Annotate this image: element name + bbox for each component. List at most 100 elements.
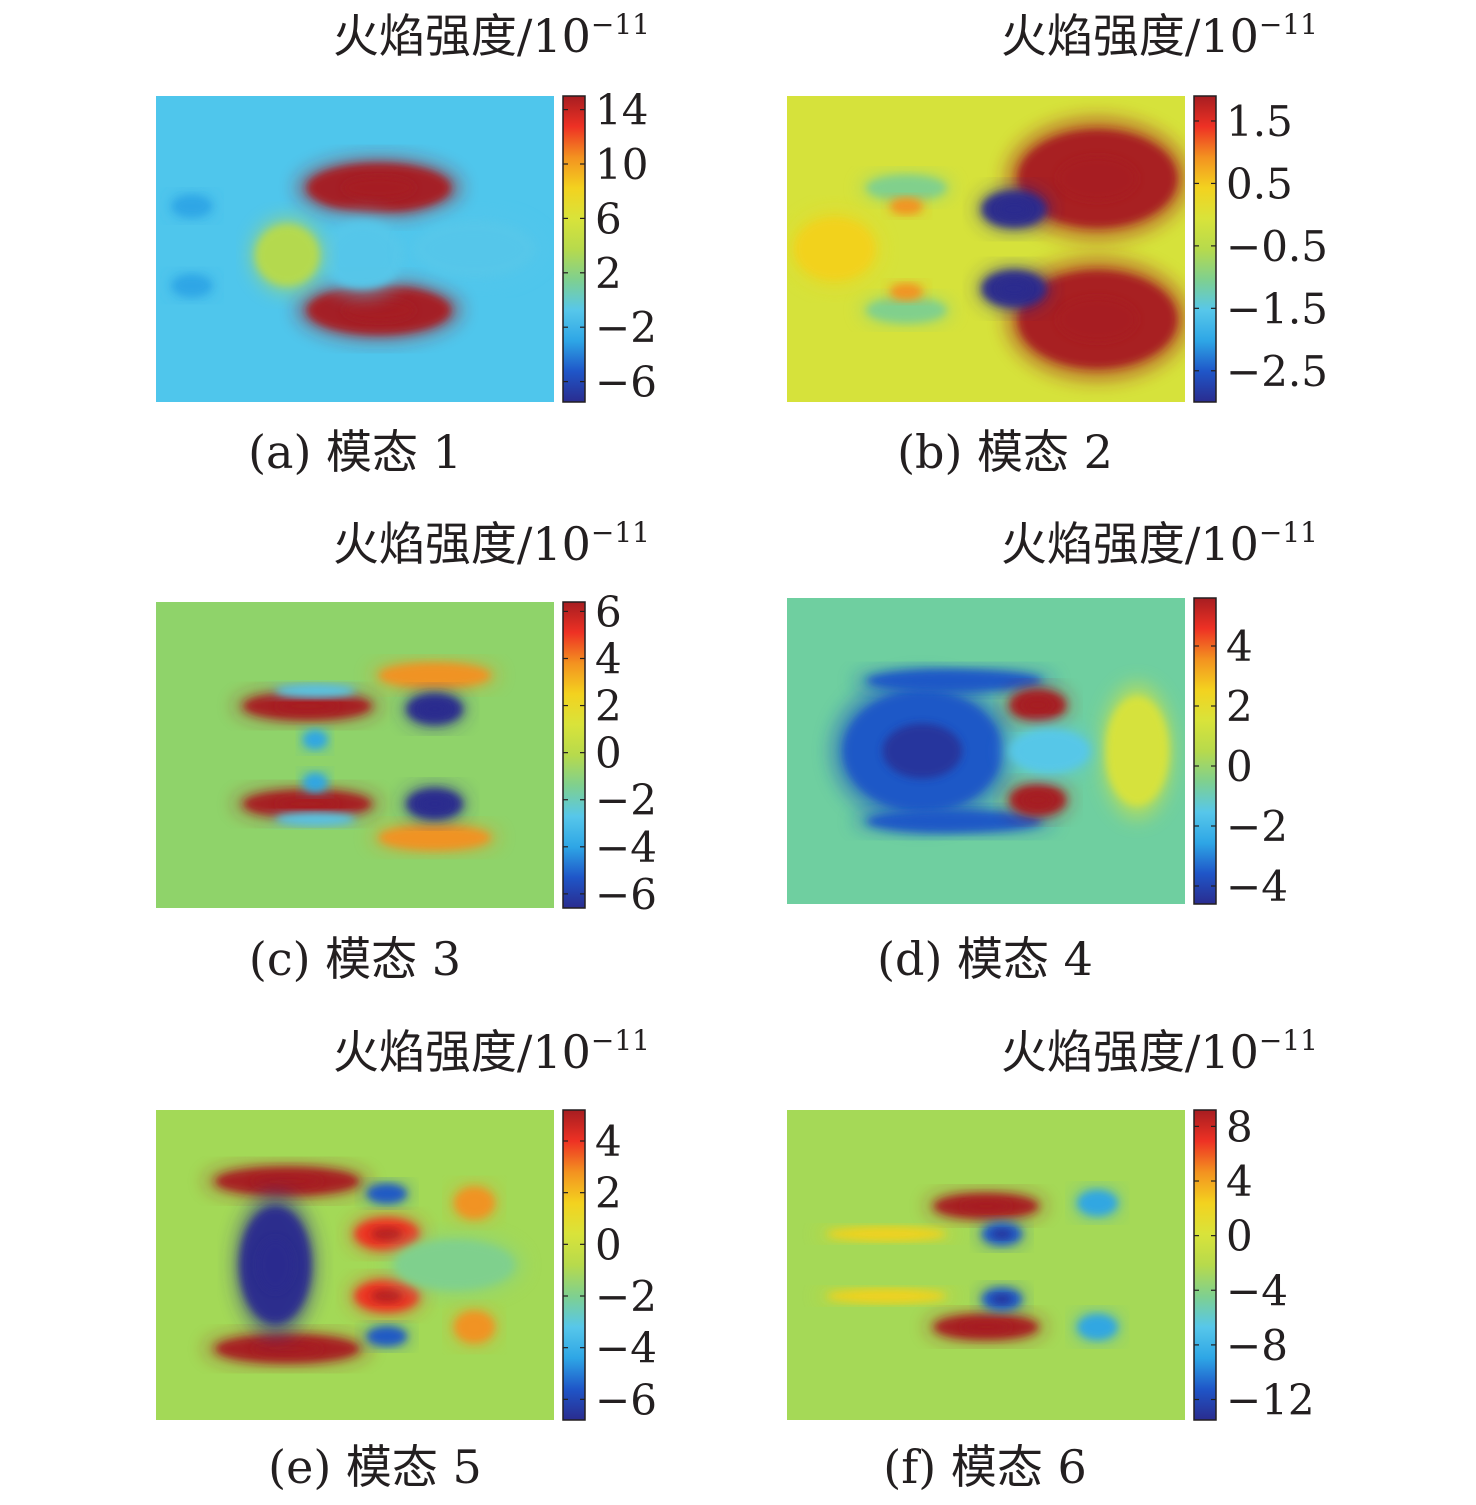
heatmap-blob	[171, 275, 212, 297]
colorbar-tick-label: 0	[1226, 1212, 1253, 1261]
heatmap-blob	[171, 195, 212, 217]
colorbar-tick-label: 14	[595, 86, 648, 135]
heatmap-blob	[794, 218, 875, 280]
heatmap-blob-core	[1023, 698, 1052, 712]
colorbar-title: 火焰强度/10−11	[1001, 1024, 1318, 1079]
heatmap-1	[156, 96, 554, 402]
colorbar-tick-label: −4	[1226, 1266, 1288, 1315]
panel-1: 14 10 6 2 −2 −6 火焰强度/10−11 (a) 模态 1	[156, 8, 657, 479]
heatmap-blob-core	[991, 1229, 1012, 1239]
colorbar-title-exponent: −11	[591, 8, 650, 41]
panel-caption: (a) 模态 1	[248, 425, 462, 479]
panel-5: 420−2−4−6 火焰强度/10−11 (e) 模态 5	[156, 1024, 657, 1494]
colorbar-tick-label: 0	[595, 729, 622, 778]
colorbar-4	[1193, 597, 1217, 905]
heatmap-blob-core	[420, 797, 449, 811]
heatmap-blob	[378, 825, 491, 850]
heatmap-blob-core	[997, 280, 1030, 298]
heatmap-blob	[378, 663, 491, 688]
heatmap-blob	[890, 198, 923, 214]
colorbar-title-exponent: −11	[1259, 1024, 1318, 1057]
colorbar-tick-label: 4	[1226, 1157, 1253, 1206]
colorbar-tick-label: −4	[1226, 862, 1288, 911]
heatmap-blob-core	[370, 1227, 403, 1241]
heatmap-blob	[414, 221, 535, 277]
panel-4: 4 2 0 −2 −4 火焰强度/10−11 (d) 模态 4	[787, 516, 1318, 986]
heatmap-blob-core	[343, 299, 415, 322]
colorbar-title: 火焰强度/10−11	[1001, 8, 1318, 63]
colorbar-tick-label: −2	[595, 776, 657, 825]
panel-caption: (e) 模态 5	[268, 1440, 482, 1494]
colorbar-title-base: 火焰强度/10	[1001, 1025, 1259, 1079]
heatmap-blob	[366, 1184, 407, 1203]
colorbar-tick-label: −6	[595, 358, 657, 407]
heatmap-blob-core	[251, 1175, 324, 1188]
panel-caption: (d) 模态 4	[877, 932, 1093, 986]
heatmap-background	[787, 1110, 1185, 1420]
colorbar-tick-label: 4	[595, 1117, 622, 1166]
heatmap-blob	[394, 1240, 515, 1290]
heatmap-blob-core	[251, 1342, 324, 1355]
heatmap-blob-core	[420, 702, 449, 716]
colorbar-tick-label: 1.5	[1226, 97, 1293, 146]
heatmap-blob	[366, 1327, 407, 1346]
colorbar-tick-label: −1.5	[1226, 284, 1328, 333]
colorbar-tick-label: 2	[595, 682, 622, 731]
heatmap-blob	[1105, 695, 1170, 807]
heatmap-background	[156, 602, 554, 908]
colorbar-tick-label: −2.5	[1226, 347, 1328, 396]
colorbar-tick-label: −6	[595, 870, 657, 919]
colorbar-tick-label: 4	[1226, 622, 1253, 671]
heatmap-blob-core	[1023, 793, 1052, 807]
panel-caption: (c) 模态 3	[249, 932, 461, 986]
heatmap-blob-core	[997, 200, 1030, 218]
colorbar-title: 火焰强度/10−11	[333, 1024, 650, 1079]
heatmap-blob-core	[275, 699, 340, 713]
heatmap-blob	[826, 1227, 947, 1241]
colorbar-1	[562, 95, 586, 403]
colorbar-tick-label: −4	[595, 1324, 657, 1373]
colorbar-title-base: 火焰强度/10	[333, 1025, 591, 1079]
colorbar-tick-label: 10	[595, 140, 648, 189]
colorbar-tick-label: 8	[1226, 1102, 1253, 1151]
heatmap-blob	[303, 773, 328, 792]
colorbar-tick-label: −2	[595, 303, 657, 352]
heatmap-blob	[866, 810, 1042, 833]
colorbar-tick-label: −2	[595, 1272, 657, 1321]
heatmap-blob	[826, 1289, 947, 1303]
colorbar-title-base: 火焰强度/10	[1001, 517, 1259, 571]
heatmap-3	[156, 602, 554, 908]
heatmap-blob-core	[1057, 297, 1138, 342]
heatmap-blob-core	[275, 797, 340, 811]
colorbar-tick-label: −2	[1226, 802, 1288, 851]
heatmap-blob-core	[991, 1294, 1012, 1304]
colorbar-title-exponent: −11	[1259, 8, 1318, 41]
heatmap-blob-core	[960, 1200, 1012, 1212]
colorbar-title: 火焰强度/10−11	[1001, 516, 1318, 571]
heatmap-blob-core	[960, 1321, 1012, 1333]
heatmap-blob	[1077, 1190, 1118, 1216]
heatmap-5	[156, 1110, 554, 1420]
colorbar-tick-label: 6	[595, 587, 622, 636]
colorbar-tick-label: −8	[1226, 1321, 1288, 1370]
colorbar-title-base: 火焰强度/10	[1001, 9, 1259, 63]
colorbar-title-base: 火焰强度/10	[333, 9, 591, 63]
heatmap-blob	[275, 813, 356, 826]
colorbar-6	[1193, 1109, 1217, 1421]
colorbar-tick-label: 0.5	[1226, 159, 1293, 208]
heatmap-blob	[866, 175, 947, 201]
heatmap-blob-core	[370, 1289, 403, 1303]
colorbar-tick-label: 0	[595, 1220, 622, 1269]
heatmap-4	[787, 598, 1185, 904]
colorbar-tick-label: −4	[595, 823, 657, 872]
colorbar-3	[562, 601, 586, 909]
colorbar-tick-label: 2	[595, 249, 622, 298]
colorbar-title-exponent: −11	[591, 1024, 650, 1057]
heatmap-blob-core	[1057, 156, 1138, 201]
colorbar-tick-label: 6	[595, 194, 622, 243]
colorbar-tick-label: 0	[1226, 742, 1253, 791]
colorbar-tick-label: −12	[1226, 1376, 1315, 1425]
colorbar-tick-label: −0.5	[1226, 222, 1328, 271]
heatmap-blob-core	[343, 176, 415, 199]
